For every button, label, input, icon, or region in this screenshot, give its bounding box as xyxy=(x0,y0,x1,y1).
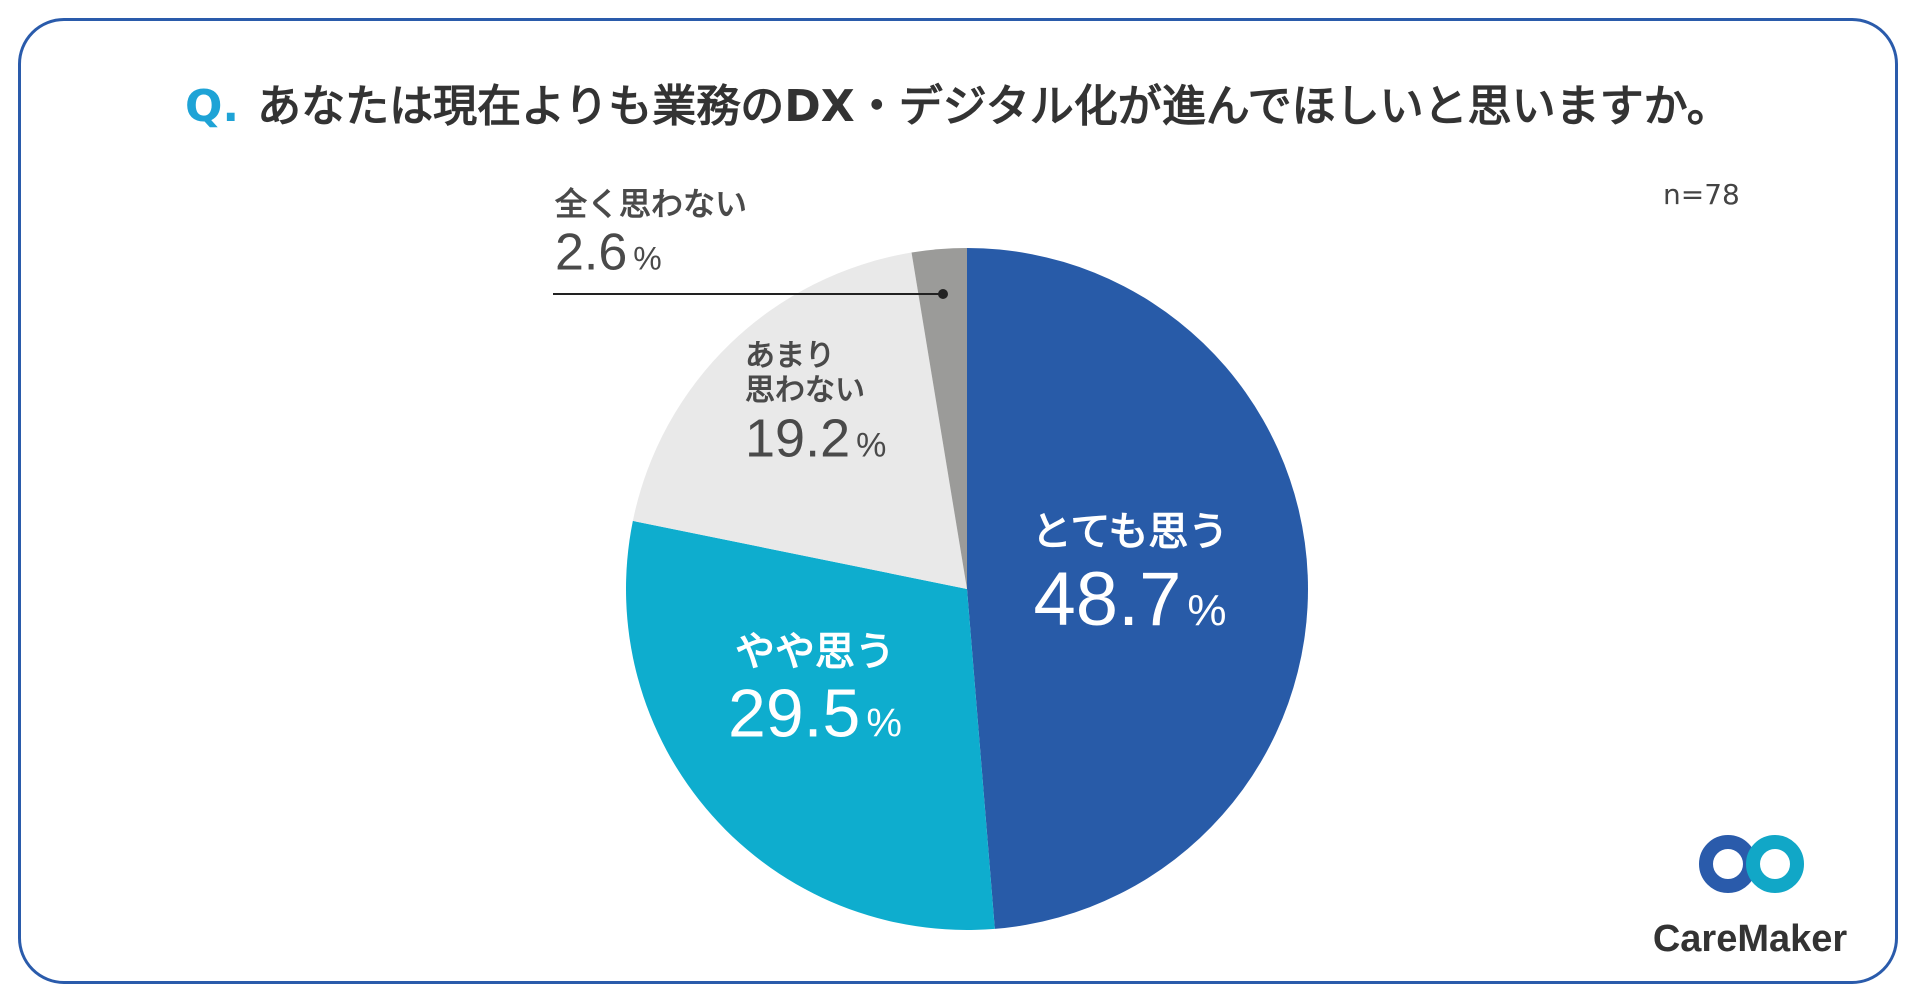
pie-slice-1 xyxy=(967,248,1309,929)
pie-slice-4 xyxy=(911,248,967,589)
slice-value-1: 48.7% xyxy=(1033,557,1226,642)
brand-name: CareMaker xyxy=(1652,918,1848,960)
caremaker-logo: CareMaker xyxy=(1635,820,1865,960)
pie-slice-2 xyxy=(626,520,995,931)
leader-dot xyxy=(938,289,948,299)
pie-slice-3 xyxy=(632,252,967,589)
slice-label-3: あまり思わない xyxy=(745,339,865,409)
slice-value-2: 29.5% xyxy=(728,675,902,751)
slice-label-1: とても思う xyxy=(1032,509,1229,555)
slice-value-4: 2.6% xyxy=(555,224,662,282)
infinity-logo-icon xyxy=(1699,835,1804,893)
question-text: あなたは現在よりも業務のDX・デジタル化が進んでほしいと思いますか。 xyxy=(257,81,1731,132)
slice-label-2: やや思う xyxy=(735,629,895,675)
question-title: Q. あなたは現在よりも業務のDX・デジタル化が進んでほしいと思いますか。 xyxy=(185,70,1731,134)
slice-label-4: 全く思わない xyxy=(554,185,747,223)
question-prefix: Q. xyxy=(185,81,240,132)
slice-value-3: 19.2% xyxy=(745,409,886,469)
sample-size: n=78 xyxy=(1663,178,1740,211)
